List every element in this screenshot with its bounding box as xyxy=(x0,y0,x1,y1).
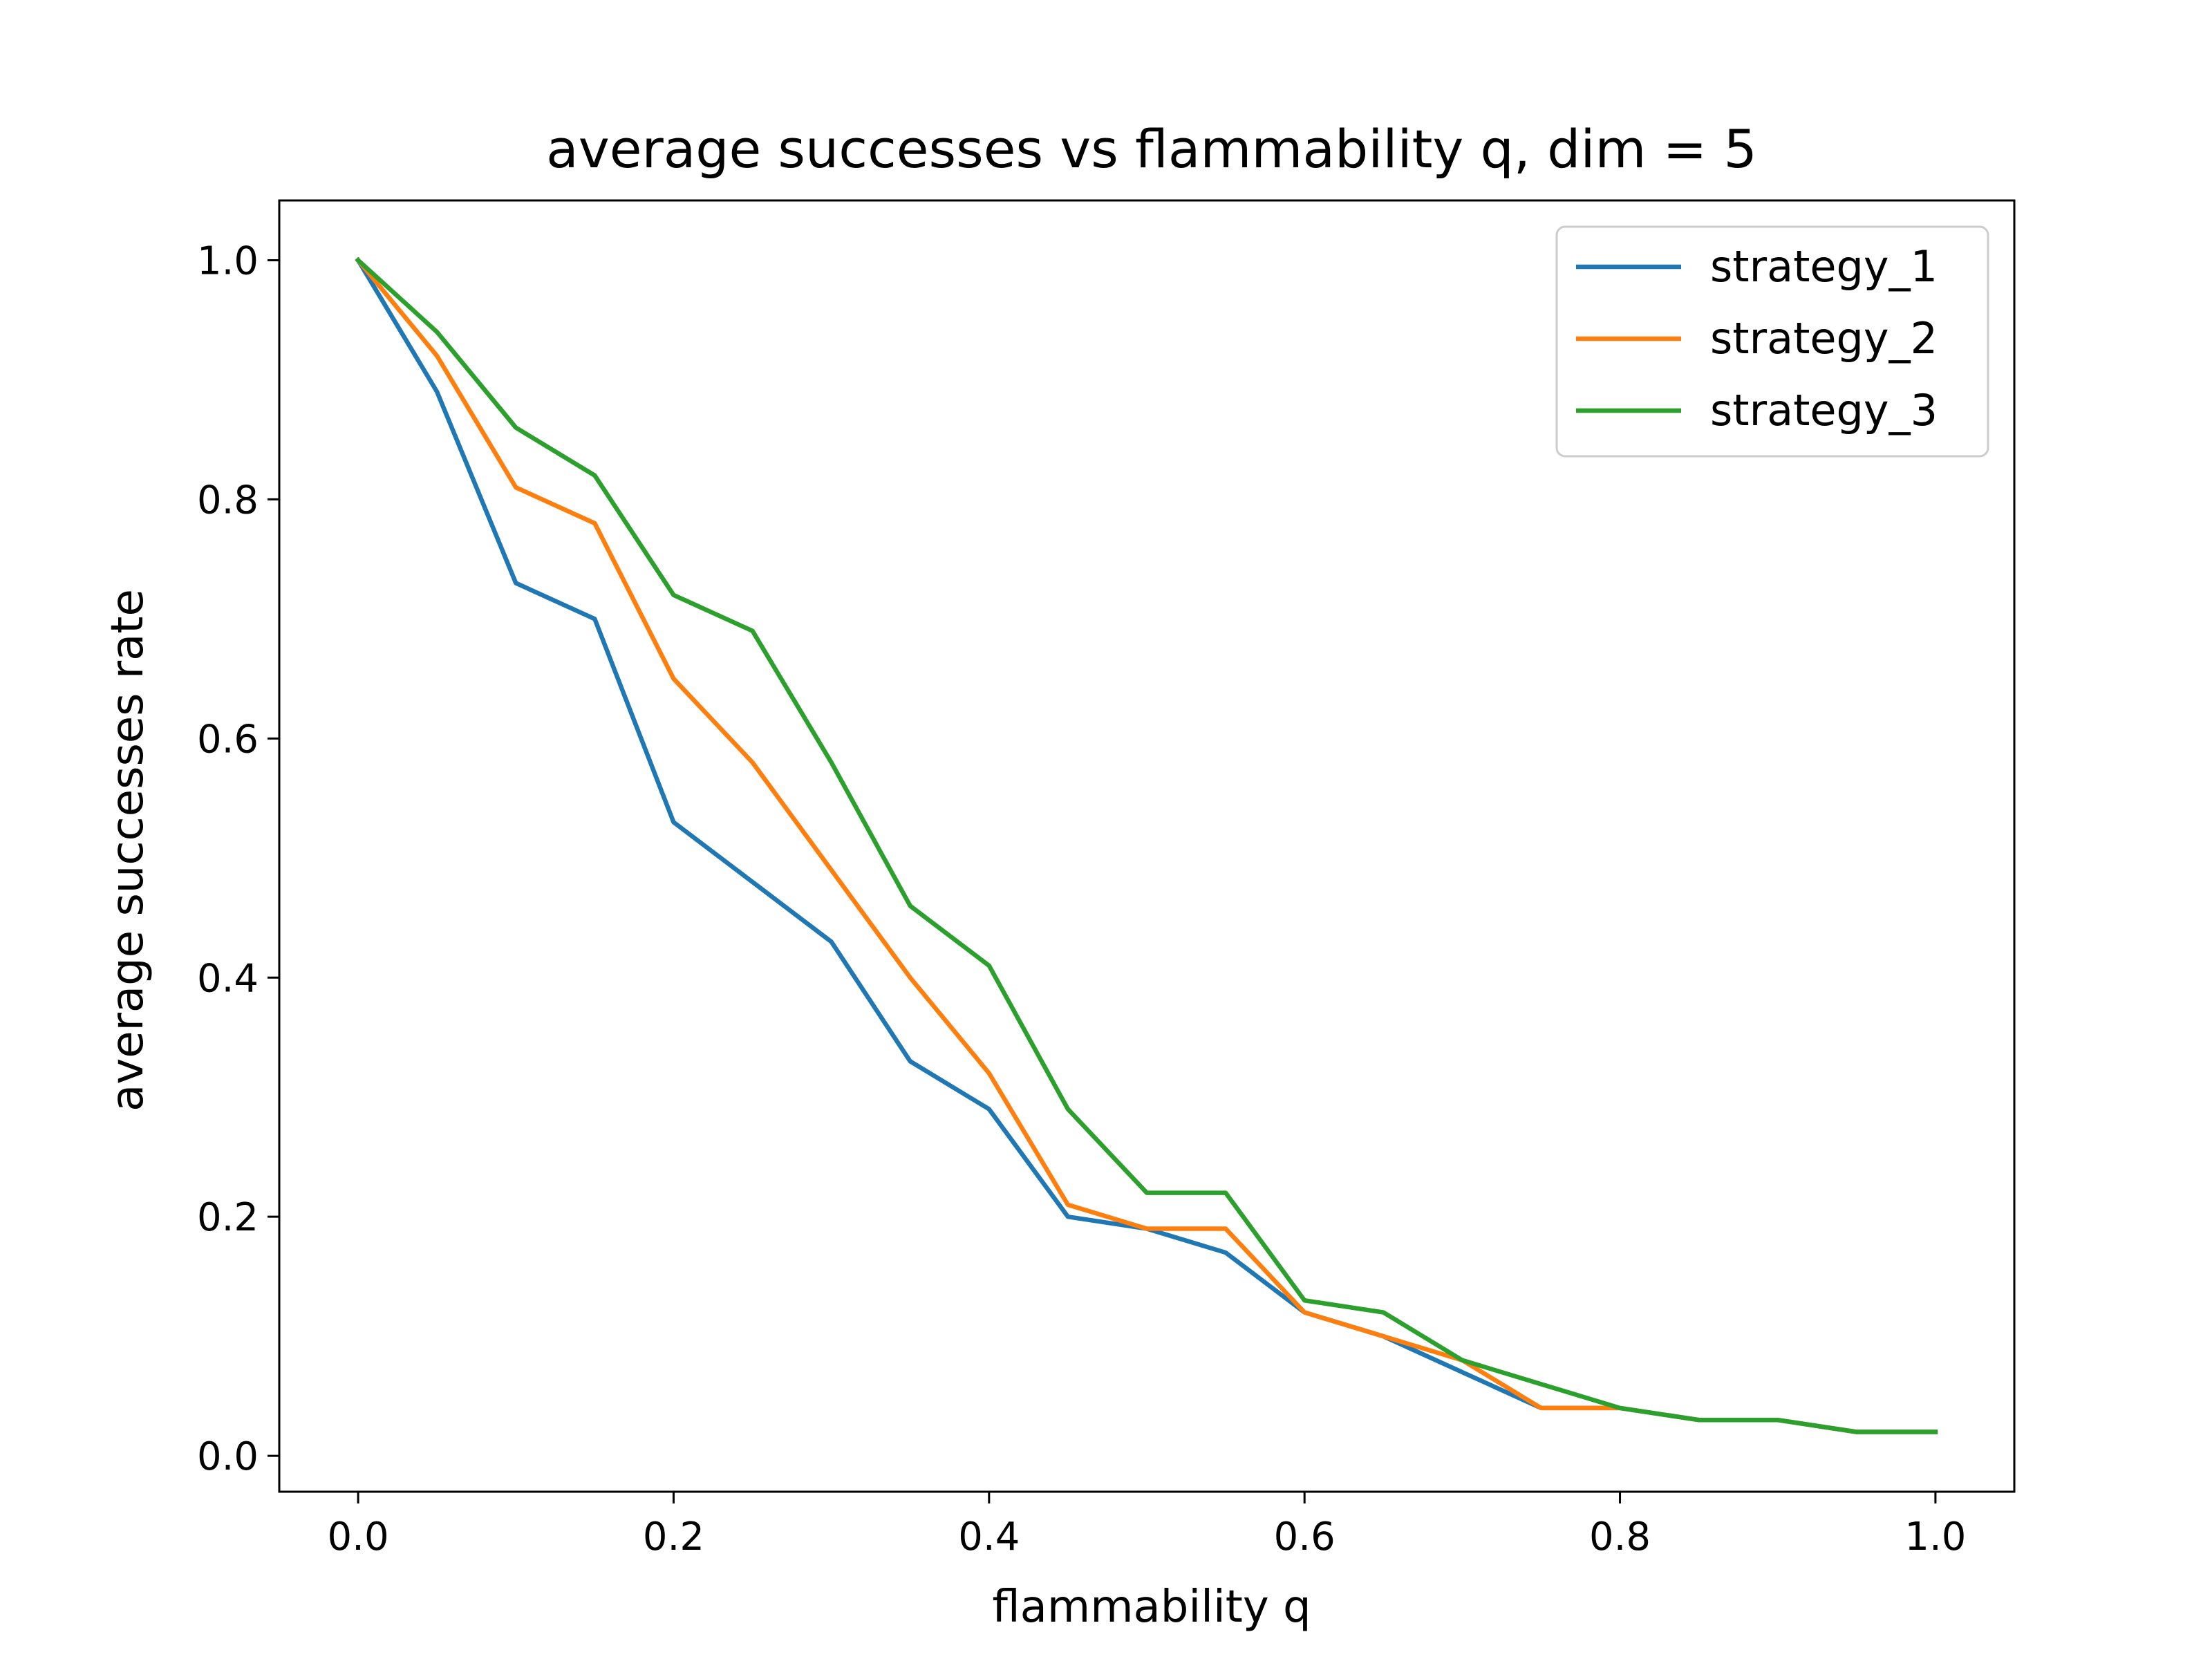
y-axis-label: average successes rate xyxy=(102,589,153,1112)
legend-label-strategy_1: strategy_1 xyxy=(1710,241,1938,292)
x-axis-ticks: 0.0 0.2 0.4 0.6 0.8 1.0 xyxy=(328,1492,1966,1559)
y-axis-ticks: 0.0 0.2 0.4 0.6 0.8 1.0 xyxy=(197,238,279,1479)
x-tick-label: 0.2 xyxy=(643,1515,704,1559)
legend-label-strategy_3: strategy_3 xyxy=(1710,385,1938,435)
series-group xyxy=(355,256,1938,1434)
x-tick-label: 0.4 xyxy=(958,1515,1020,1559)
x-axis-label: flammability q xyxy=(992,1582,1311,1633)
y-tick-label: 0.8 xyxy=(197,478,259,523)
chart-title: average successes vs flammability q, dim… xyxy=(546,118,1757,180)
series-line-strategy_3 xyxy=(355,256,1938,1434)
y-tick-label: 0.2 xyxy=(197,1195,259,1240)
legend-label-strategy_2: strategy_2 xyxy=(1710,313,1938,364)
y-tick-label: 0.6 xyxy=(197,717,259,762)
legend: strategy_1 strategy_2 strategy_3 xyxy=(1555,225,1989,458)
plot-frame xyxy=(278,199,2016,1493)
x-tick-label: 1.0 xyxy=(1904,1515,1966,1559)
plot-area xyxy=(278,199,2016,1493)
x-tick-label: 0.0 xyxy=(328,1515,389,1559)
legend-box xyxy=(1555,225,1989,458)
x-tick-label: 0.8 xyxy=(1589,1515,1651,1559)
y-tick-label: 0.0 xyxy=(197,1434,259,1479)
x-tick-label: 0.6 xyxy=(1274,1515,1335,1559)
y-tick-label: 1.0 xyxy=(197,238,259,283)
y-tick-label: 0.4 xyxy=(197,956,259,1001)
